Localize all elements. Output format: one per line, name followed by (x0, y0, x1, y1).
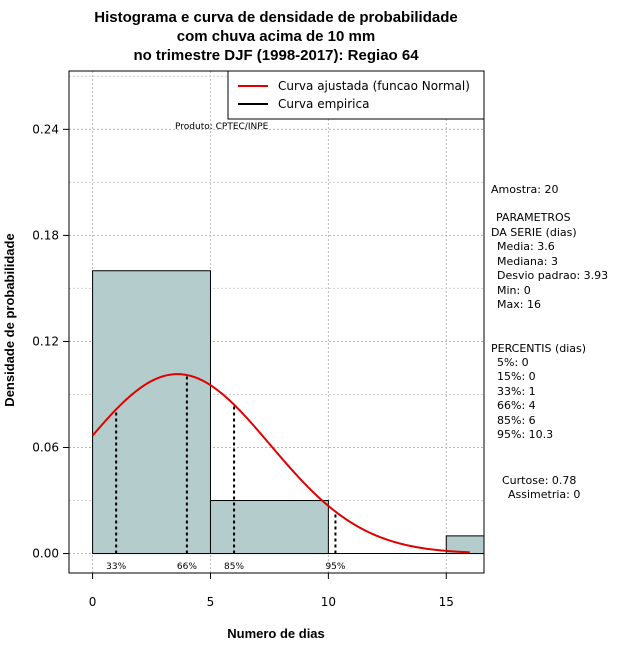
histogram-bar-1 (209, 500, 329, 555)
percentile-label-1: 66% (177, 562, 197, 572)
chart-title-line-1: Histograma e curva de densidade de proba… (94, 9, 457, 26)
sample-size: Amostra: 20 (491, 183, 558, 196)
y-tick-label-1: 0.06 (32, 441, 59, 455)
percentile-15: 15%: 0 (497, 370, 536, 383)
normal-curve-layer (91, 373, 470, 554)
percentile-lines: 33% 66% 85% 95% (106, 375, 346, 572)
y-axis-label: Densidade de probabilidade (2, 233, 17, 406)
percentile-85: 85%: 6 (497, 414, 536, 427)
histogram-bars (92, 270, 485, 555)
percentile-66: 66%: 4 (497, 399, 536, 412)
stat-min: Min: 0 (497, 284, 531, 297)
x-axis-label: Numero de dias (227, 626, 325, 641)
chart-title-line-2: com chuva acima de 10 mm (177, 28, 375, 45)
product-label: Produto: CPTEC/INPE (175, 122, 269, 132)
y-tick-label-3: 0.18 (32, 228, 59, 242)
stat-skewness: Assimetria: 0 (508, 488, 580, 501)
histogram-bar-0 (92, 270, 211, 555)
percentile-33: 33%: 1 (497, 385, 536, 398)
y-tick-label-4: 0.24 (32, 122, 59, 136)
y-tick-label-2: 0.12 (32, 334, 59, 348)
statistics-panel: Amostra: 20 PARAMETROS DA SERIE (dias) M… (491, 183, 608, 501)
x-tick-label-3: 15 (439, 595, 454, 609)
y-tick-label-0: 0.00 (32, 547, 59, 561)
percentile-95: 95%: 10.3 (497, 428, 553, 441)
normal-fit-curve (91, 373, 470, 554)
stat-sd: Desvio padrao: 3.93 (497, 269, 608, 282)
params-title-2: DA SERIE (dias) (491, 226, 577, 239)
params-title-1: PARAMETROS (496, 211, 571, 224)
percentile-label-2: 85% (224, 562, 244, 572)
legend-fit-label: Curva ajustada (funcao Normal) (278, 79, 470, 93)
x-tick-label-0: 0 (89, 595, 97, 609)
stat-mean: Media: 3.6 (497, 240, 555, 253)
percentile-label-3: 95% (325, 562, 345, 572)
x-tick-label-1: 5 (207, 595, 215, 609)
stat-median: Mediana: 3 (497, 255, 558, 268)
percentile-5: 5%: 0 (497, 356, 529, 369)
legend-empirical-label: Curva empirica (278, 97, 369, 111)
legend: Curva ajustada (funcao Normal) Curva emp… (227, 70, 485, 120)
stat-kurtosis: Curtose: 0.78 (502, 474, 576, 487)
x-tick-label-2: 10 (321, 595, 336, 609)
axis-ticks: 0 5 10 15 0.00 0.06 0.12 0.18 0.24 (32, 122, 454, 609)
percentile-label-0: 33% (106, 562, 126, 572)
percentiles-title: PERCENTIS (dias) (491, 342, 586, 355)
chart-title-line-3: no trimestre DJF (1998-2017): Regiao 64 (133, 47, 419, 64)
legend-box (227, 70, 485, 120)
stat-max: Max: 16 (497, 298, 541, 311)
